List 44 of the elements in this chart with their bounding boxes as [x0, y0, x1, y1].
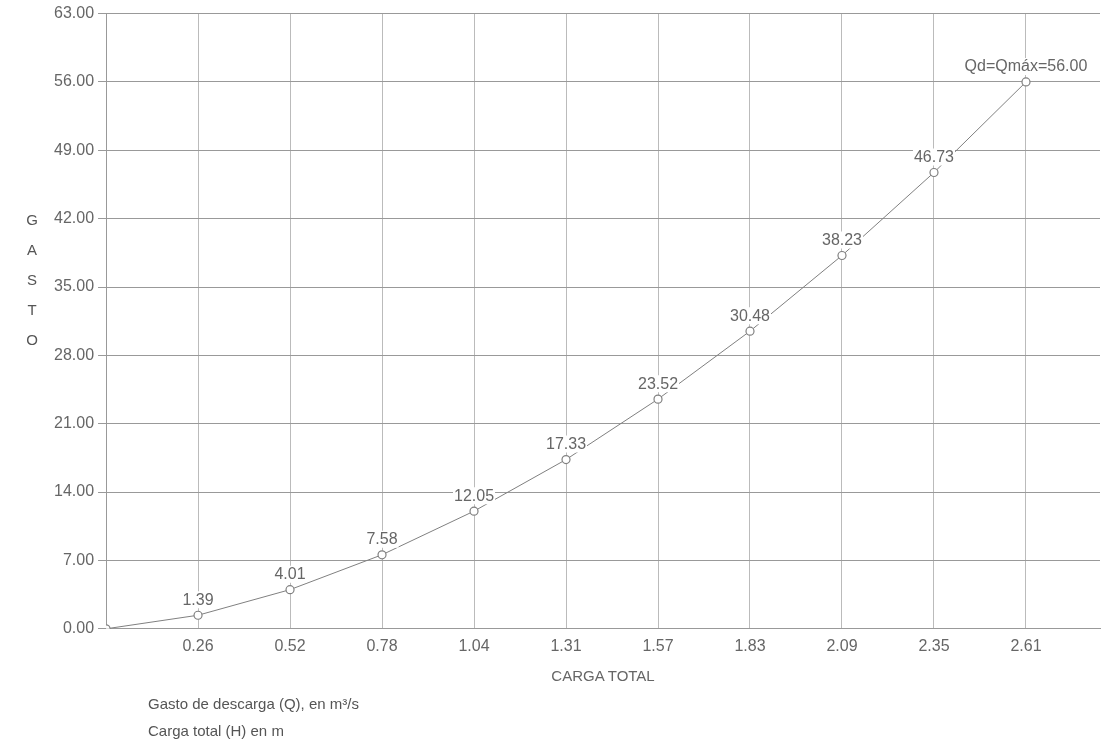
data-label: 23.52 [637, 374, 679, 392]
data-label: 7.58 [366, 530, 398, 548]
x-tick-label: 1.83 [734, 636, 766, 654]
y-tick-label: 63.00 [53, 4, 95, 22]
point [929, 167, 939, 178]
x-tick-label: 1.04 [458, 636, 490, 654]
y-tick-label: 49.00 [53, 140, 95, 158]
data-label: 46.73 [913, 147, 955, 165]
text: Gasto de descarga (Q), en m³/s [148, 694, 359, 714]
x-tick-label: 0.78 [366, 636, 398, 654]
data-label: 17.33 [545, 434, 587, 452]
x-tick-label: 0.52 [274, 636, 306, 654]
point [745, 326, 755, 336]
y-tick-label: 0.00 [62, 619, 95, 637]
data-label: 30.48 [729, 306, 771, 324]
y-tick-label: 7.00 [62, 550, 95, 568]
x-tick-label: 1.57 [642, 636, 674, 654]
y-tick-label: 21.00 [53, 414, 95, 432]
point [653, 394, 663, 404]
x-tick-label: 0.26 [182, 636, 214, 654]
point [561, 454, 571, 465]
y-tick-label: 28.00 [53, 345, 95, 363]
point [193, 610, 203, 620]
point [837, 250, 847, 261]
x-tick-label: 2.61 [1010, 636, 1042, 654]
x-tick-label: 1.31 [550, 636, 582, 654]
text: Carga total (H) en m [148, 721, 285, 741]
data-label: 1.39 [182, 590, 214, 608]
data-label: Qd=Qmáx=56.00 [964, 57, 1088, 75]
point [377, 550, 387, 560]
y-tick-label: 56.00 [53, 72, 95, 90]
point [285, 585, 295, 595]
point [469, 506, 479, 516]
data-label: 12.05 [453, 486, 495, 504]
data-label: 4.01 [274, 565, 306, 583]
point [1021, 77, 1031, 87]
x-axis-title: CARGA TOTAL [551, 667, 655, 685]
data-label: 38.23 [821, 230, 863, 248]
x-tick-label: 2.35 [918, 636, 950, 654]
x-tick-label: 2.09 [826, 636, 858, 654]
y-tick-label: 14.00 [53, 482, 95, 500]
y-tick-label: 42.00 [53, 209, 95, 227]
y-tick-label: 35.00 [53, 277, 95, 295]
y-axis-title: GASTO [25, 210, 39, 350]
